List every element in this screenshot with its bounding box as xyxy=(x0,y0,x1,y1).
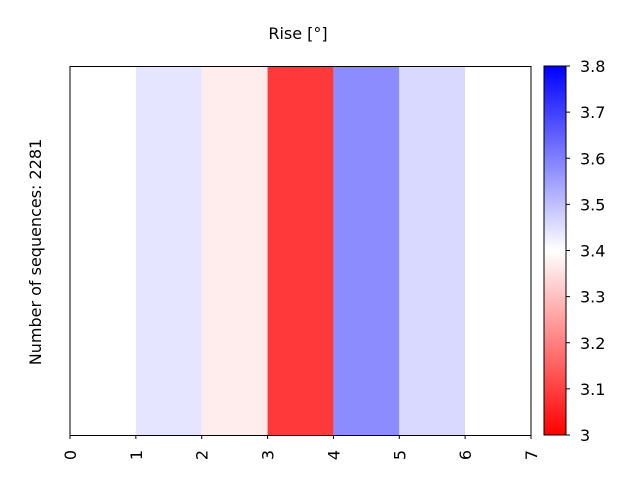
x-tick-label-7: 7 xyxy=(522,450,541,460)
colorbar-tick-label-0: 3 xyxy=(580,426,590,445)
heatmap-cell-2 xyxy=(201,66,268,435)
x-tick-label-5: 5 xyxy=(390,450,409,460)
y-axis-label: Number of sequences: 2281 xyxy=(26,139,45,366)
colorbar-tick-label-4: 3.4 xyxy=(580,242,605,261)
x-tick-label-4: 4 xyxy=(324,450,343,460)
x-axis-ticks: 0 1 2 3 4 5 6 7 xyxy=(61,435,541,460)
colorbar-tick-label-3: 3.3 xyxy=(580,288,605,307)
heatmap-cell-6 xyxy=(465,66,531,435)
heatmap-cell-4 xyxy=(333,66,400,435)
x-tick-label-2: 2 xyxy=(193,450,212,460)
heatmap-cell-3 xyxy=(267,66,334,435)
x-tick-label-0: 0 xyxy=(61,450,80,460)
colorbar-tick-label-7: 3.7 xyxy=(580,103,605,122)
colorbar-ticks: 3 3.1 3.2 3.3 3.4 3.5 3.6 3.7 3.8 xyxy=(566,57,605,445)
x-tick-label-6: 6 xyxy=(456,450,475,460)
heatmap-cells xyxy=(70,66,531,435)
chart-title: Rise [°] xyxy=(268,24,327,43)
heatmap-cell-5 xyxy=(399,66,466,435)
heatmap-cell-0 xyxy=(70,66,136,435)
colorbar xyxy=(544,66,566,435)
colorbar-tick-label-6: 3.6 xyxy=(580,149,605,168)
x-tick-label-1: 1 xyxy=(127,450,146,460)
heatmap-cell-1 xyxy=(135,66,202,435)
colorbar-tick-label-2: 3.2 xyxy=(580,334,605,353)
colorbar-tick-label-1: 3.1 xyxy=(580,380,605,399)
colorbar-tick-label-8: 3.8 xyxy=(580,57,605,76)
x-tick-label-3: 3 xyxy=(259,450,278,460)
plot-frame xyxy=(69,66,532,436)
colorbar-tick-label-5: 3.5 xyxy=(580,195,605,214)
